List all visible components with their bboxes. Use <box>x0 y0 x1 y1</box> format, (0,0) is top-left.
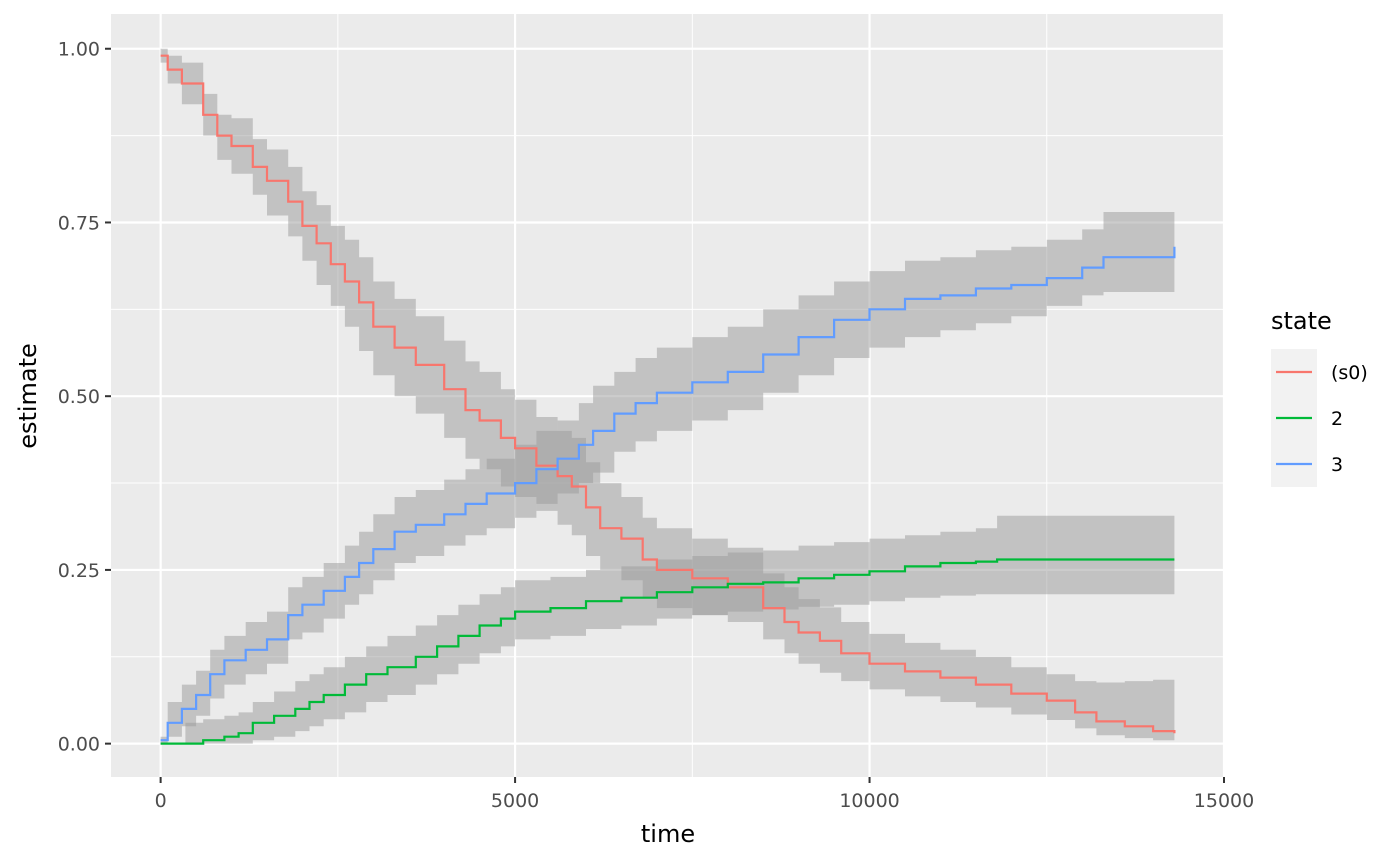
x-axis-title: time <box>641 820 695 848</box>
y-axis-title: estimate <box>14 343 42 449</box>
series-line-2 <box>160 558 1175 745</box>
legend-label-(s0): (s0) <box>1331 362 1368 384</box>
series-line-(s0) <box>160 54 1176 734</box>
y-tick-label: 1.00 <box>58 39 100 61</box>
ribbon-2 <box>160 515 1175 744</box>
y-tick-label: 0.25 <box>58 560 100 582</box>
x-tick-label: 0 <box>155 790 167 812</box>
x-tick-label: 10000 <box>839 790 899 812</box>
legend-title: state <box>1271 307 1332 335</box>
x-tick-label: 5000 <box>491 790 539 812</box>
confidence-ribbons <box>160 48 1175 744</box>
y-tick-label: 0.00 <box>58 734 100 756</box>
y-tick-label: 0.75 <box>58 212 100 234</box>
x-axis: 0 5000 10000 15000 <box>155 777 1254 812</box>
legend-label-3: 3 <box>1331 454 1343 476</box>
series-line-3 <box>160 246 1176 742</box>
x-tick-label: 15000 <box>1194 790 1254 812</box>
y-axis: 0.00 0.25 0.50 0.75 1.00 <box>58 39 111 756</box>
legend: state (s0) 2 3 <box>1271 307 1368 487</box>
ribbon-3 <box>160 201 1175 744</box>
legend-items: (s0) 2 3 <box>1276 362 1368 476</box>
y-tick-label: 0.50 <box>58 386 100 408</box>
series-lines <box>160 54 1176 745</box>
legend-label-2: 2 <box>1331 408 1343 430</box>
